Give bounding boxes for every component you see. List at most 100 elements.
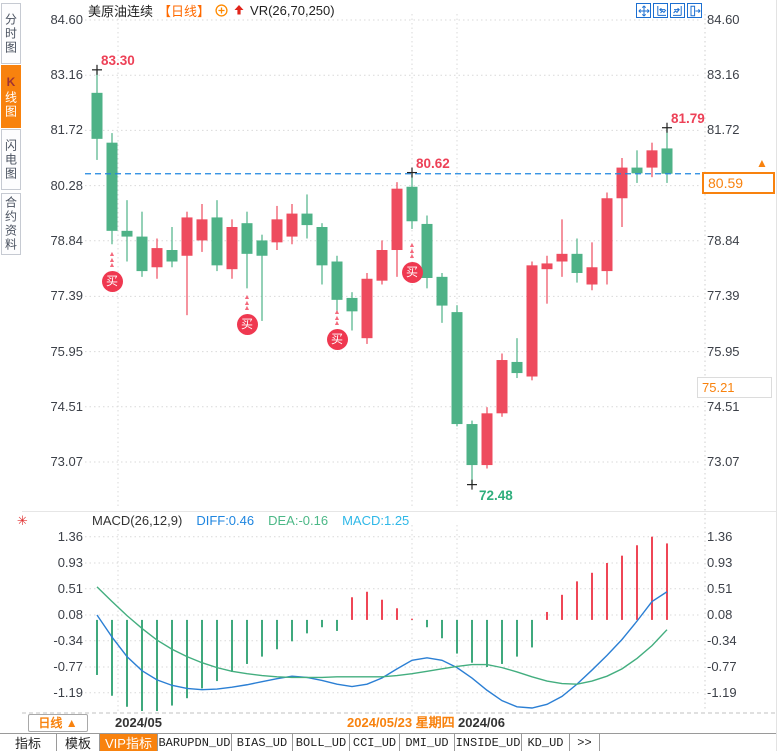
period-tag[interactable]: 【日线】 [158,4,211,19]
indicator-tab-6[interactable]: CCI_UD [350,734,400,751]
selected-date-label: 2024/05/23 星期四 [347,715,455,730]
candle-body [406,186,418,222]
up-triangle-icon: ▲ [243,299,251,307]
sidebar-tab-2[interactable]: 闪电图 [1,129,21,190]
price-axis-label: 77.39 [50,288,83,304]
sidebar-tab-label: 线图 [3,90,18,119]
price-axis-label: 83.16 [707,67,740,83]
vr-indicator-label: VR(26,70,250) [250,3,335,18]
macd-axis-label: 0.51 [707,580,733,596]
up-triangle-icon: ▲ [408,242,416,249]
macd-macd-value: MACD:1.25 [342,513,410,528]
price-level-badge: 75.21 [697,377,772,398]
indicator-tab-4[interactable]: BIAS_UD [232,734,293,751]
price-axis-label: 81.72 [707,122,740,138]
sidebar-tab-0[interactable]: 分时图 [1,3,21,64]
price-axis-label: 78.84 [707,232,740,248]
macd-diff-line [96,591,668,709]
indicator-tab-5[interactable]: BOLL_UD [293,734,350,751]
macd-header: MACD(26,12,9) DIFF:0.46 DEA:-0.16 MACD:1… [92,512,409,529]
month-label-left: 2024/05 [115,715,162,730]
zoom-axis-right-icon[interactable] [670,3,685,18]
macd-axis-label: 0.93 [707,555,733,570]
candle-body [91,92,103,139]
up-triangle-icon: ▲ [243,305,251,312]
price-axis-label: 74.51 [707,398,740,414]
macd-axis-label: 0.08 [57,607,83,622]
candle-body [256,240,268,256]
buy-signal-badge: 买 [401,261,423,283]
candle-body [286,213,298,237]
price-axis-label: 83.16 [50,67,83,83]
macd-dea-line [96,586,668,685]
candle-body [466,424,478,466]
candle-body [586,267,598,285]
candle-body [556,253,568,262]
indicator-tab-10[interactable]: >> [570,734,600,751]
candle-body [451,312,463,425]
price-axis-label: 74.51 [50,398,83,414]
macd-axis-label: 1.36 [707,528,733,544]
month-label-right: 2024/06 [458,715,505,730]
candle-body [271,219,283,243]
tabbar-filler [600,734,777,751]
collapse-pane-icon[interactable] [687,3,702,18]
buy-signal-arrows-icon: ▲ ▲ ▲ [326,309,348,326]
indicator-tabbar: 指标 模板 VIP指标 BARUPDN_UD BIAS_UD BOLL_UD CCI_UD D… [0,733,777,751]
macd-axis-label: -0.34 [707,632,737,648]
indicator-tab-2[interactable]: VIP指标 [100,734,158,751]
price-axis-label: 78.84 [50,232,83,248]
candle-body [571,253,583,274]
candle-body [151,248,163,268]
candle-body [121,230,133,237]
current-price-badge: 80.59 [702,172,775,194]
price-axis-label: 73.07 [707,454,740,469]
candle-body [421,223,433,278]
macd-axis-label: 0.08 [707,607,733,622]
indicator-tab-9[interactable]: KD_UD [522,734,570,751]
sidebar-tab-3[interactable]: 合约资料 [1,193,21,255]
extreme-price-label: 72.48 [479,487,513,503]
candle-body [646,150,658,168]
buy-signal-badge: 买 [101,270,123,292]
candle-body [136,236,148,272]
price-axis-label: 73.07 [50,454,83,469]
add-indicator-icon[interactable] [215,4,228,17]
candle-body [631,167,643,174]
signal-up-arrow-icon [233,4,245,17]
candle-body [541,263,553,270]
buy-signal-badge: 买 [326,328,348,350]
candle-body [106,142,118,231]
up-triangle-icon: ▲ [408,247,416,255]
indicator-tab-8[interactable]: INSIDE_UD [455,734,522,751]
price-axis-label: 75.95 [707,343,740,359]
indicator-tab-1[interactable]: 模板 [57,734,100,751]
buy-signal-arrows-icon: ▲ ▲ ▲ [101,251,123,268]
indicator-tab-7[interactable]: DMI_UD [400,734,455,751]
period-dropdown-button[interactable]: 日线 ▲ [28,714,88,732]
candle-body [301,213,313,226]
pan-move-icon[interactable] [636,3,651,18]
buy-signal-arrows-icon: ▲ ▲ ▲ [401,242,423,259]
indicator-tab-0[interactable]: 指标 [0,734,57,751]
macd-dea-value: DEA:-0.16 [268,513,329,528]
up-triangle-icon: ▲ [108,256,116,264]
macd-diff-value: DIFF:0.46 [196,513,255,528]
indicator-tab-3[interactable]: BARUPDN_UD [158,734,232,751]
candle-body [196,219,208,241]
candle-body [526,265,538,377]
price-axis-label: 84.60 [50,12,83,27]
candle-body [211,217,223,266]
macd-axis-label: -1.19 [53,684,83,700]
extreme-price-label: 83.30 [101,52,135,68]
up-triangle-icon: ▲ [333,314,341,322]
candle-body [601,198,613,272]
candle-body [346,297,358,312]
zoom-axis-left-icon[interactable] [653,3,668,18]
candle-body [391,188,403,251]
sidebar-tab-1[interactable]: K 线图 [1,65,21,128]
latest-price-arrow-icon[interactable]: ▲ [756,156,768,170]
indicator-settings-icon[interactable]: ✳ [17,513,28,528]
